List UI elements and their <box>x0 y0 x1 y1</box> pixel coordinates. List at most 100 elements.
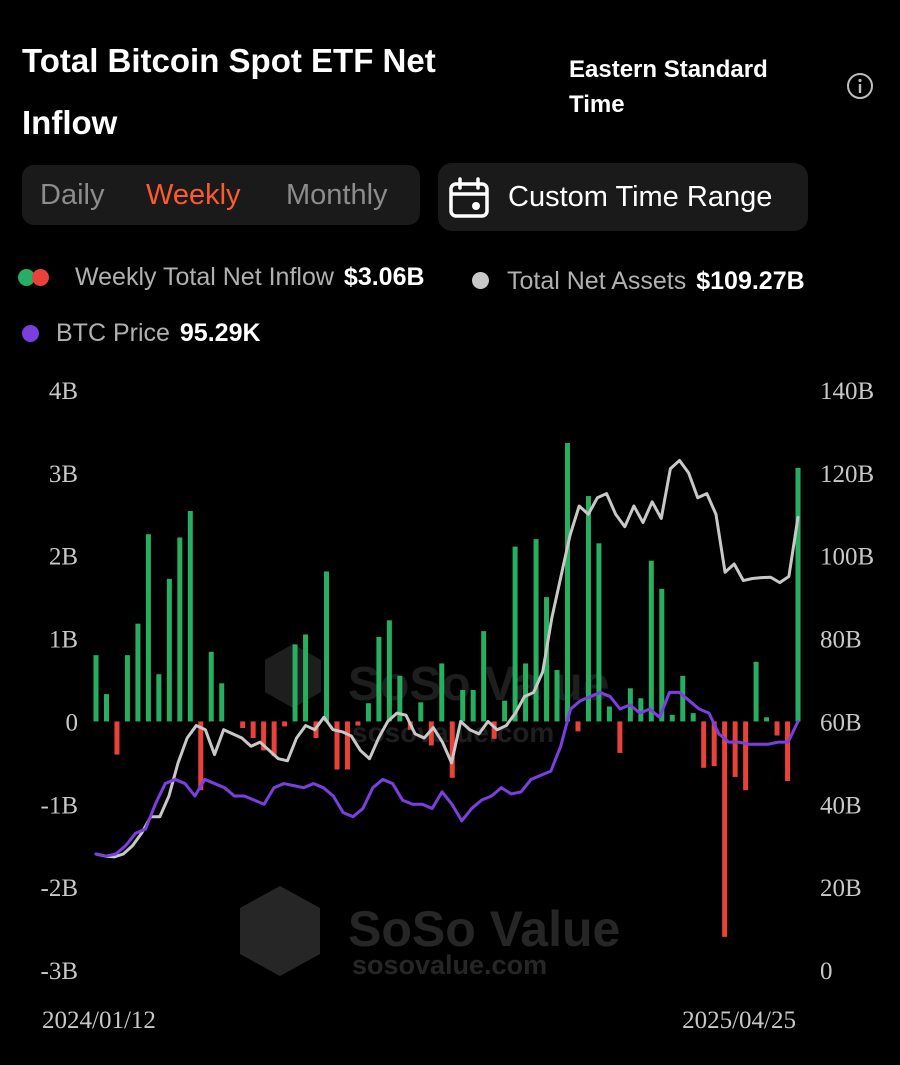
inflow-bar-positive <box>324 571 330 722</box>
inflow-bar-positive <box>460 689 466 722</box>
inflow-bars <box>93 443 801 937</box>
inflow-bar-negative <box>774 721 780 736</box>
legend-assets-value: $109.27B <box>696 267 805 295</box>
inflow-bar-positive <box>124 655 130 722</box>
inflow-bar-negative <box>271 721 277 757</box>
inflow-bar-negative <box>732 721 738 777</box>
left-axis-tick-label: -2B <box>41 875 79 902</box>
inflow-bar-positive <box>135 623 141 722</box>
inflow-bar-positive <box>376 636 382 722</box>
inflow-bar-positive <box>533 539 539 722</box>
inflow-bar-negative <box>240 721 246 729</box>
left-axis-tick-label: 3B <box>49 461 78 488</box>
legend-assets: Total Net Assets $109.27B <box>507 266 805 296</box>
x-start-label: 2024/01/12 <box>42 1007 156 1034</box>
tab-monthly[interactable]: Monthly <box>286 179 388 211</box>
legend-inflow-label: Weekly Total Net Inflow <box>75 263 334 291</box>
inflow-bar-negative <box>785 721 791 782</box>
inflow-bar-positive <box>292 644 298 722</box>
inflow-bar-negative <box>344 721 350 770</box>
right-axis-tick-label: 20B <box>820 875 862 902</box>
info-circle-icon[interactable] <box>846 72 874 100</box>
inflow-bar-negative <box>355 721 361 726</box>
inflow-legend-dot-red <box>32 269 49 286</box>
right-axis-tick-label: 60B <box>820 709 862 736</box>
legend-inflow: Weekly Total Net Inflow $3.06B <box>75 262 425 292</box>
left-axis-tick-label: 4B <box>49 378 78 405</box>
inflow-bar-positive <box>470 689 476 722</box>
right-axis: 140B 120B 100B 80B 60B 40B 20B 0 <box>820 378 874 985</box>
watermark-lower: SoSo Value sosovalue.com <box>240 886 620 980</box>
inflow-legend-dot-green <box>18 269 35 286</box>
inflow-bar-positive <box>554 670 560 722</box>
line-series <box>94 458 800 859</box>
inflow-bar-positive <box>795 467 801 722</box>
legend-price-value: 95.29K <box>179 319 261 347</box>
inflow-bar-positive <box>564 443 570 722</box>
assets-legend-dot <box>472 272 489 289</box>
inflow-bar-negative <box>743 721 749 791</box>
inflow-bar-negative <box>491 721 497 739</box>
inflow-bar-positive <box>638 698 644 722</box>
custom-time-range-label: Custom Time Range <box>508 181 773 213</box>
total-net-assets-line <box>94 458 800 859</box>
left-axis-tick-label: -3B <box>41 958 79 985</box>
inflow-bar-positive <box>93 655 99 722</box>
right-axis-tick-label: 100B <box>820 544 874 571</box>
inflow-bar-positive <box>481 631 487 722</box>
inflow-bar-positive <box>690 713 696 722</box>
inflow-bar-positive <box>208 651 214 722</box>
right-axis-tick-label: 80B <box>820 627 862 654</box>
left-axis: 4B 3B 2B 1B 0 -1B -2B -3B <box>41 378 79 985</box>
legend-inflow-value: $3.06B <box>343 263 425 291</box>
inflow-bar-positive <box>365 703 371 722</box>
watermark-url-lower: sosovalue.com <box>352 950 547 980</box>
inflow-bar-negative <box>250 721 256 738</box>
x-end-label: 2025/04/25 <box>682 1007 796 1034</box>
inflow-bar-positive <box>145 534 151 722</box>
left-axis-tick-label: 0 <box>66 709 79 736</box>
legend-price-label: BTC Price <box>56 319 170 347</box>
inflow-bar-negative <box>282 721 288 727</box>
inflow-bar-positive <box>187 510 193 722</box>
right-axis-tick-label: 140B <box>820 378 874 405</box>
inflow-bar-positive <box>386 620 392 722</box>
price-legend-dot <box>22 325 39 342</box>
inflow-bar-positive <box>544 597 550 722</box>
period-selector: Daily Weekly Monthly <box>22 165 420 225</box>
inflow-bar-positive <box>418 702 424 722</box>
inflow-bar-positive <box>596 543 602 722</box>
left-axis-tick-label: 2B <box>49 544 78 571</box>
inflow-bar-negative <box>722 721 728 937</box>
inflow-bar-positive <box>606 706 612 722</box>
inflow-bar-positive <box>512 546 518 722</box>
tab-weekly[interactable]: Weekly <box>146 179 241 211</box>
inflow-bar-negative <box>198 721 204 791</box>
inflow-bar-negative <box>334 721 340 770</box>
inflow-bar-negative <box>428 721 434 746</box>
left-axis-tick-label: -1B <box>41 792 79 819</box>
inflow-bar-negative <box>701 721 707 768</box>
tab-daily[interactable]: Daily <box>40 179 105 211</box>
inflow-bar-negative <box>449 721 455 778</box>
inflow-bar-positive <box>103 694 109 722</box>
inflow-bar-positive <box>669 714 675 722</box>
inflow-bar-positive <box>659 588 665 722</box>
inflow-bar-positive <box>303 634 309 722</box>
inflow-bar-negative <box>575 721 581 732</box>
legend-assets-label: Total Net Assets <box>507 267 687 295</box>
inflow-bar-positive <box>502 700 508 722</box>
custom-time-range-button[interactable]: Custom Time Range <box>438 163 808 231</box>
watermark-brand-lower: SoSo Value <box>348 901 620 957</box>
inflow-bar-positive <box>397 675 403 722</box>
inflow-bar-negative <box>617 721 623 753</box>
inflow-bar-negative <box>711 721 717 767</box>
inflow-bar-positive <box>166 578 172 722</box>
inflow-chart: SoSo Value sosovalue.com SoSo Value soso… <box>41 378 875 1034</box>
right-axis-tick-label: 40B <box>820 792 862 819</box>
inflow-bar-positive <box>764 717 770 722</box>
timezone-label: Eastern Standard Time <box>569 56 768 118</box>
inflow-bar-positive <box>753 661 759 722</box>
inflow-bar-positive <box>523 663 529 722</box>
btc-price-line <box>94 690 800 858</box>
